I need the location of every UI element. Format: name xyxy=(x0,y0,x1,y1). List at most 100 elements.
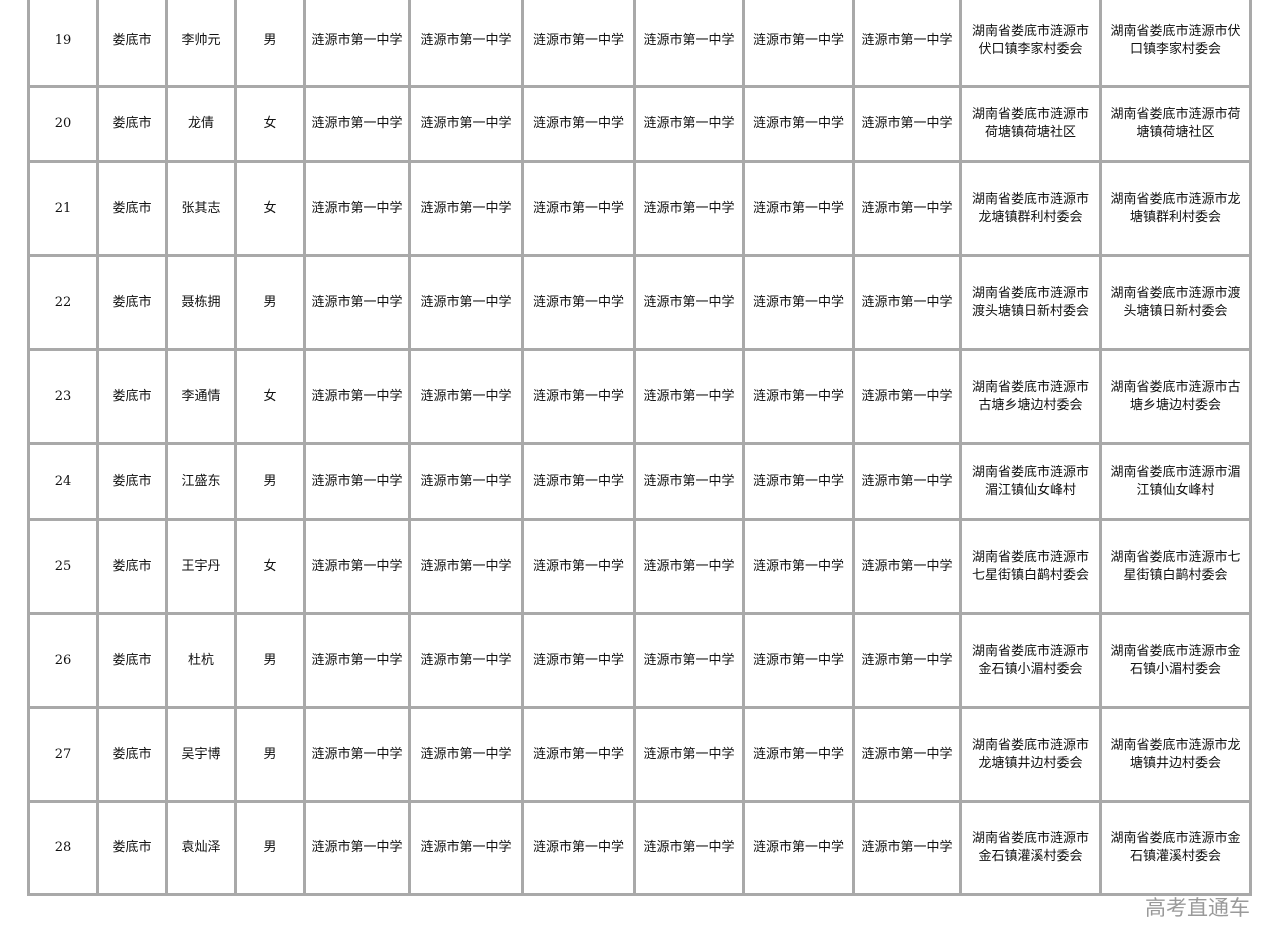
name-cell: 王宇丹 xyxy=(165,518,237,615)
school-cell: 涟源市第一中学 xyxy=(303,348,411,445)
school-cell: 涟源市第一中学 xyxy=(742,706,855,803)
school-cell: 涟源市第一中学 xyxy=(742,442,855,521)
watermark: 高考直通车 xyxy=(1145,896,1250,920)
city-cell: 娄底市 xyxy=(96,160,168,257)
address-alt-cell: 湖南省娄底市涟源市渡头塘镇日新村委会 xyxy=(1099,254,1252,351)
school-cell: 涟源市第一中学 xyxy=(521,612,636,709)
city-cell: 娄底市 xyxy=(96,612,168,709)
student-table: 19 娄底市 李帅元男涟源市第一中学 涟源市第一中学 涟源市第一中学 涟源市第一中学 涟源市… xyxy=(27,0,1252,896)
school-cell: 涟源市第一中学 xyxy=(742,0,855,88)
name-cell: 聂栋拥 xyxy=(165,254,237,351)
gender-cell: 女 xyxy=(234,85,306,163)
name-cell: 李帅元 xyxy=(165,0,237,88)
school-cell: 涟源市第一中学 xyxy=(633,254,745,351)
city-cell: 娄底市 xyxy=(96,254,168,351)
name-cell: 江盛东 xyxy=(165,442,237,521)
school-cell: 涟源市第一中学 xyxy=(852,254,962,351)
city-cell: 娄底市 xyxy=(96,518,168,615)
school-cell: 涟源市第一中学 xyxy=(521,518,636,615)
school-cell: 涟源市第一中学 xyxy=(408,0,524,88)
school-cell: 涟源市第一中学 xyxy=(742,160,855,257)
row-number-cell: 22 xyxy=(27,254,99,351)
school-cell: 涟源市第一中学 xyxy=(303,442,411,521)
school-cell: 涟源市第一中学 xyxy=(633,800,745,896)
school-cell: 涟源市第一中学 xyxy=(633,85,745,163)
address-alt-cell: 湖南省娄底市涟源市金石镇灌溪村委会 xyxy=(1099,800,1252,896)
row-number-cell: 19 xyxy=(27,0,99,88)
gender-cell: 男 xyxy=(234,612,306,709)
school-cell: 涟源市第一中学 xyxy=(303,160,411,257)
school-cell: 涟源市第一中学 xyxy=(852,706,962,803)
address-cell: 湖南省娄底市涟源市龙塘镇井边村委会 xyxy=(959,706,1102,803)
school-cell: 涟源市第一中学 xyxy=(521,706,636,803)
school-cell: 涟源市第一中学 xyxy=(521,442,636,521)
address-cell: 湖南省娄底市涟源市渡头塘镇日新村委会 xyxy=(959,254,1102,351)
gender-cell: 男 xyxy=(234,254,306,351)
school-cell: 涟源市第一中学 xyxy=(521,800,636,896)
address-alt-cell: 湖南省娄底市涟源市伏口镇李家村委会 xyxy=(1099,0,1252,88)
address-alt-cell: 湖南省娄底市涟源市古塘乡塘边村委会 xyxy=(1099,348,1252,445)
school-cell: 涟源市第一中学 xyxy=(633,0,745,88)
address-cell: 湖南省娄底市涟源市古塘乡塘边村委会 xyxy=(959,348,1102,445)
school-cell: 涟源市第一中学 xyxy=(633,706,745,803)
gender-cell: 女 xyxy=(234,160,306,257)
school-cell: 涟源市第一中学 xyxy=(303,518,411,615)
school-cell: 涟源市第一中学 xyxy=(742,85,855,163)
gender-cell: 男 xyxy=(234,0,306,88)
school-cell: 涟源市第一中学 xyxy=(742,612,855,709)
school-cell: 涟源市第一中学 xyxy=(742,254,855,351)
name-cell: 龙倩 xyxy=(165,85,237,163)
address-cell: 湖南省娄底市涟源市湄江镇仙女峰村 xyxy=(959,442,1102,521)
gender-cell: 男 xyxy=(234,800,306,896)
school-cell: 涟源市第一中学 xyxy=(408,442,524,521)
school-cell: 涟源市第一中学 xyxy=(521,85,636,163)
school-cell: 涟源市第一中学 xyxy=(408,85,524,163)
school-cell: 涟源市第一中学 xyxy=(633,160,745,257)
school-cell: 涟源市第一中学 xyxy=(408,612,524,709)
address-alt-cell: 湖南省娄底市涟源市七星街镇白鹋村委会 xyxy=(1099,518,1252,615)
row-number-cell: 21 xyxy=(27,160,99,257)
table-row: 19 娄底市 李帅元男涟源市第一中学 涟源市第一中学 涟源市第一中学 涟源市第一中学 涟源市… xyxy=(27,0,1252,88)
address-cell: 湖南省娄底市涟源市伏口镇李家村委会 xyxy=(959,0,1102,88)
table-row: 21 娄底市 张其志女涟源市第一中学 涟源市第一中学 涟源市第一中学 涟源市第一中学 涟源市… xyxy=(27,160,1252,257)
school-cell: 涟源市第一中学 xyxy=(408,800,524,896)
school-cell: 涟源市第一中学 xyxy=(633,348,745,445)
school-cell: 涟源市第一中学 xyxy=(408,518,524,615)
school-cell: 涟源市第一中学 xyxy=(852,800,962,896)
address-alt-cell: 湖南省娄底市涟源市龙塘镇井边村委会 xyxy=(1099,706,1252,803)
address-alt-cell: 湖南省娄底市涟源市龙塘镇群利村委会 xyxy=(1099,160,1252,257)
table-row: 25 娄底市 王宇丹女涟源市第一中学 涟源市第一中学 涟源市第一中学 涟源市第一中学 涟源市… xyxy=(27,518,1252,615)
school-cell: 涟源市第一中学 xyxy=(633,612,745,709)
school-cell: 涟源市第一中学 xyxy=(303,254,411,351)
school-cell: 涟源市第一中学 xyxy=(408,348,524,445)
school-cell: 涟源市第一中学 xyxy=(303,706,411,803)
school-cell: 涟源市第一中学 xyxy=(303,612,411,709)
address-alt-cell: 湖南省娄底市涟源市湄江镇仙女峰村 xyxy=(1099,442,1252,521)
school-cell: 涟源市第一中学 xyxy=(852,160,962,257)
name-cell: 杜杭 xyxy=(165,612,237,709)
address-cell: 湖南省娄底市涟源市龙塘镇群利村委会 xyxy=(959,160,1102,257)
table-row: 24 娄底市 江盛东男涟源市第一中学 涟源市第一中学 涟源市第一中学 涟源市第一中学 涟源市… xyxy=(27,442,1252,521)
city-cell: 娄底市 xyxy=(96,348,168,445)
school-cell: 涟源市第一中学 xyxy=(852,442,962,521)
gender-cell: 女 xyxy=(234,518,306,615)
address-cell: 湖南省娄底市涟源市七星街镇白鹋村委会 xyxy=(959,518,1102,615)
school-cell: 涟源市第一中学 xyxy=(633,518,745,615)
name-cell: 张其志 xyxy=(165,160,237,257)
gender-cell: 男 xyxy=(234,706,306,803)
name-cell: 袁灿泽 xyxy=(165,800,237,896)
school-cell: 涟源市第一中学 xyxy=(408,254,524,351)
row-number-cell: 20 xyxy=(27,85,99,163)
school-cell: 涟源市第一中学 xyxy=(521,348,636,445)
school-cell: 涟源市第一中学 xyxy=(521,0,636,88)
city-cell: 娄底市 xyxy=(96,800,168,896)
row-number-cell: 24 xyxy=(27,442,99,521)
school-cell: 涟源市第一中学 xyxy=(742,800,855,896)
table-row: 22 娄底市 聂栋拥男涟源市第一中学 涟源市第一中学 涟源市第一中学 涟源市第一中学 涟源市… xyxy=(27,254,1252,351)
school-cell: 涟源市第一中学 xyxy=(852,518,962,615)
address-cell: 湖南省娄底市涟源市荷塘镇荷塘社区 xyxy=(959,85,1102,163)
city-cell: 娄底市 xyxy=(96,0,168,88)
school-cell: 涟源市第一中学 xyxy=(408,706,524,803)
row-number-cell: 28 xyxy=(27,800,99,896)
city-cell: 娄底市 xyxy=(96,85,168,163)
